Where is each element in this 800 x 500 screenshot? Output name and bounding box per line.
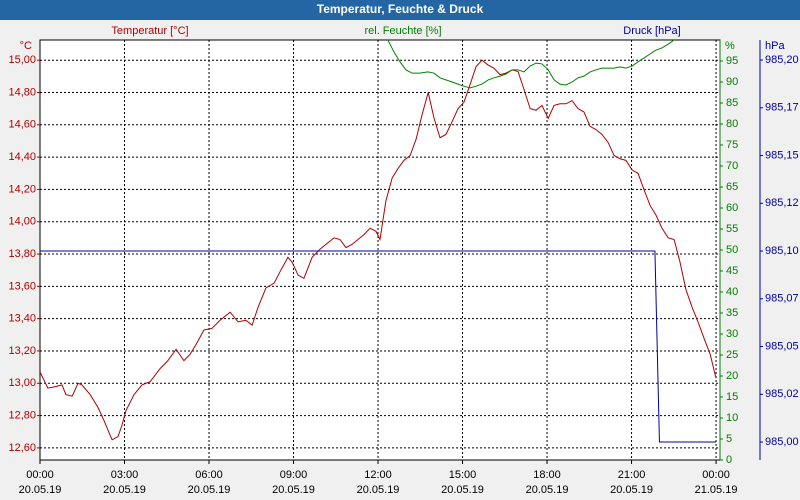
- y-tick-label: 13,00: [8, 377, 36, 389]
- y-tick-label: 12,80: [8, 409, 36, 421]
- y2-tick-label: 15: [726, 391, 738, 403]
- title-bar: [0, 0, 800, 20]
- x-tick-date: 20.05.19: [188, 484, 231, 496]
- y2-tick-label: 40: [726, 286, 738, 298]
- y2-tick-label: 10: [726, 412, 738, 424]
- y-tick-label: 14,20: [8, 183, 36, 195]
- y-tick-label: 12,60: [8, 442, 36, 454]
- y-tick-label: 13,40: [8, 313, 36, 325]
- x-tick-label: 21:00: [618, 469, 646, 481]
- y-tick-label: 13,80: [8, 248, 36, 260]
- y3-tick-label: 985,05: [765, 340, 799, 352]
- y3-tick-label: 985,02: [765, 388, 799, 400]
- x-tick-date: 20.05.19: [19, 484, 62, 496]
- y3-tick-label: 985,10: [765, 245, 799, 257]
- y2-tick-label: 45: [726, 265, 738, 277]
- y2-tick-label: 5: [726, 433, 732, 445]
- y3-tick-label: 985,12: [765, 197, 799, 209]
- x-tick-date: 20.05.19: [357, 484, 400, 496]
- y2-tick-label: 85: [726, 97, 738, 109]
- x-tick-label: 15:00: [449, 469, 477, 481]
- y2-tick-label: 20: [726, 370, 738, 382]
- y2-tick-label: 60: [726, 202, 738, 214]
- x-tick-date: 20.05.19: [272, 484, 315, 496]
- legend-label: Temperatur [°C]: [111, 25, 188, 37]
- y2-tick-label: 65: [726, 181, 738, 193]
- x-tick-label: 18:00: [533, 469, 561, 481]
- legend-label: rel. Feuchte [%]: [364, 25, 441, 37]
- y2-axis-unit: %: [725, 40, 735, 52]
- series-group: [40, 40, 717, 443]
- y-tick-label: 14,60: [8, 119, 36, 131]
- x-tick-label: 00:00: [702, 469, 730, 481]
- x-tick-label: 09:00: [280, 469, 308, 481]
- y-tick-label: 13,20: [8, 345, 36, 357]
- series-line: [40, 59, 717, 441]
- y-tick-label: 15,00: [8, 54, 36, 66]
- y3-tick-label: 985,17: [765, 102, 799, 114]
- x-tick-date: 21.05.19: [695, 484, 738, 496]
- legend-label: Druck [hPa]: [623, 25, 680, 37]
- x-tick-label: 06:00: [195, 469, 223, 481]
- x-tick-date: 20.05.19: [526, 484, 569, 496]
- y3-tick-label: 985,20: [765, 54, 799, 66]
- plot-area: [39, 39, 721, 461]
- x-tick-date: 20.05.19: [610, 484, 653, 496]
- x-tick-date: 20.05.19: [103, 484, 146, 496]
- y-tick-label: 13,60: [8, 280, 36, 292]
- series-line: [387, 40, 676, 89]
- x-tick-label: 12:00: [364, 469, 392, 481]
- y2-tick-label: 90: [726, 76, 738, 88]
- x-tick-date: 20.05.19: [441, 484, 484, 496]
- chart-title: Temperatur, Feuchte & Druck: [317, 2, 484, 16]
- y3-tick-label: 985,07: [765, 293, 799, 305]
- y-tick-label: 14,40: [8, 151, 36, 163]
- series-line: [40, 250, 717, 443]
- y2-tick-label: 30: [726, 328, 738, 340]
- y2-tick-label: 80: [726, 118, 738, 130]
- y2-tick-label: 55: [726, 223, 738, 235]
- x-tick-label: 03:00: [111, 469, 139, 481]
- y2-tick-label: 35: [726, 307, 738, 319]
- x-tick-label: 00:00: [26, 469, 54, 481]
- y2-tick-label: 70: [726, 160, 738, 172]
- y2-tick-label: 25: [726, 349, 738, 361]
- y3-tick-label: 985,15: [765, 149, 799, 161]
- y-tick-label: 14,80: [8, 86, 36, 98]
- y-axis-unit: °C: [20, 40, 32, 52]
- y2-tick-label: 50: [726, 244, 738, 256]
- y2-tick-label: 0: [726, 454, 732, 466]
- y2-tick-label: 75: [726, 139, 738, 151]
- y3-tick-label: 985,00: [765, 436, 799, 448]
- y-tick-label: 14,00: [8, 216, 36, 228]
- y3-axis-unit: hPa: [765, 40, 785, 52]
- y2-tick-label: 95: [726, 55, 738, 67]
- grid: 00:00 20.05.19 03:00 20.05.19 06:00 20.05.19 0…: [8, 40, 799, 496]
